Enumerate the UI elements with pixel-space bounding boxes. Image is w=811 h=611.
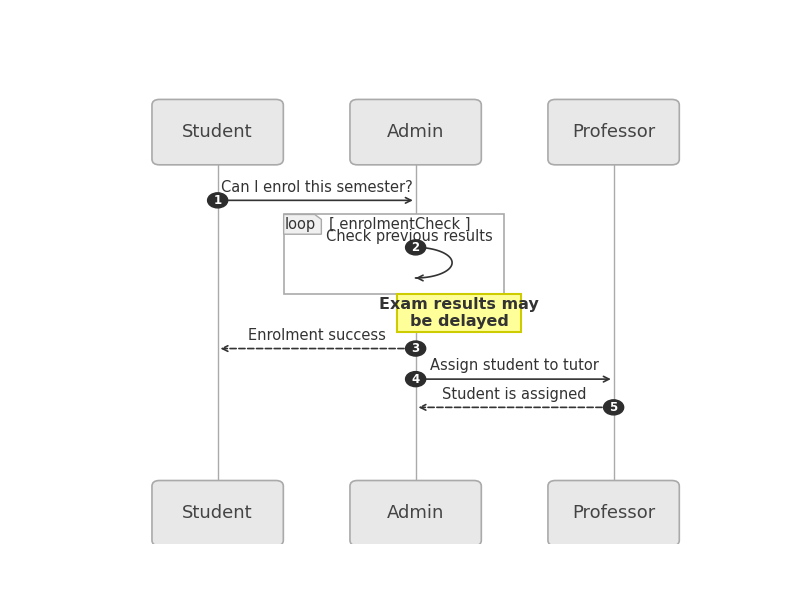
Text: Can I enrol this semester?: Can I enrol this semester? [221,180,413,195]
Bar [284,214,504,295]
FancyBboxPatch shape [548,480,680,546]
Text: Check previous results: Check previous results [326,229,493,244]
Text: Professor: Professor [572,504,655,522]
Circle shape [208,193,228,208]
Text: Assign student to tutor: Assign student to tutor [430,359,599,373]
Text: 4: 4 [411,373,420,386]
Circle shape [406,240,426,255]
FancyBboxPatch shape [152,100,283,165]
Text: [ enrolmentCheck ]: [ enrolmentCheck ] [329,217,470,232]
Text: Exam results may
be delayed: Exam results may be delayed [379,297,539,329]
Bar [397,295,521,332]
Polygon shape [284,214,321,234]
FancyBboxPatch shape [548,100,680,165]
Text: Admin: Admin [387,123,444,141]
Text: 2: 2 [411,241,420,254]
Text: Student: Student [182,504,253,522]
Text: Professor: Professor [572,123,655,141]
Circle shape [603,400,624,415]
Text: Student: Student [182,123,253,141]
Text: Admin: Admin [387,504,444,522]
Circle shape [406,341,426,356]
FancyBboxPatch shape [350,100,481,165]
Text: Student is assigned: Student is assigned [442,387,587,401]
Text: 5: 5 [610,401,618,414]
Text: Enrolment success: Enrolment success [247,328,385,343]
FancyBboxPatch shape [350,480,481,546]
Text: 1: 1 [213,194,221,207]
Text: 3: 3 [411,342,420,355]
Text: loop: loop [285,217,316,232]
FancyBboxPatch shape [152,480,283,546]
Circle shape [406,371,426,387]
